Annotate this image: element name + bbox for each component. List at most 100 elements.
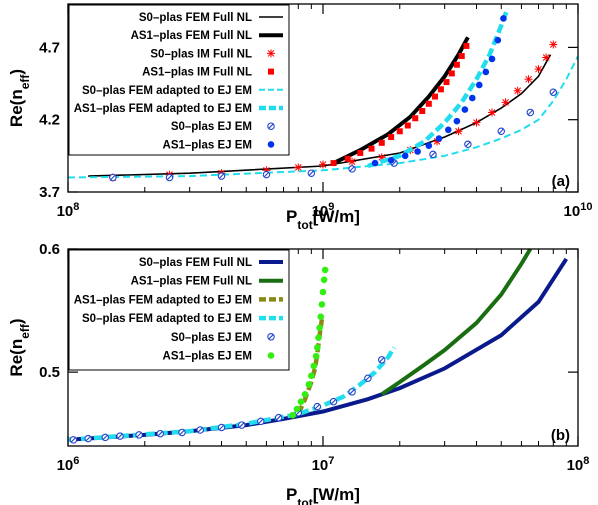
series-point <box>330 160 337 167</box>
series-point <box>319 288 327 296</box>
series-point <box>500 15 507 22</box>
series-point-hatch <box>71 437 76 443</box>
series-point <box>494 36 502 44</box>
series-point-hatch <box>430 152 436 157</box>
series-point-hatch <box>157 431 163 437</box>
series-point-hatch <box>365 375 371 381</box>
y-axis-title: Re(neff) <box>7 69 32 127</box>
series-point <box>448 70 455 77</box>
y-tick-label: 4.2 <box>39 112 60 129</box>
series-point <box>294 163 303 172</box>
series-point <box>320 276 328 284</box>
series-point <box>404 122 411 129</box>
series-point-hatch <box>179 430 185 435</box>
series-point <box>308 372 315 380</box>
panel-a: 108 109 1010 3.7 4.2 4.7 S0–plas FEM Full NL AS… <box>7 3 593 232</box>
series-line <box>380 249 533 396</box>
series-point-hatch <box>197 427 203 433</box>
series-point <box>453 117 461 125</box>
legend-label: S0–plas EJ EM <box>171 332 252 344</box>
series-point <box>321 266 329 274</box>
legend-label: S0–plas FEM Full NL <box>139 257 252 269</box>
legend-swatch-hatch <box>268 334 274 340</box>
series-point <box>468 94 476 102</box>
series-point-hatch <box>85 436 91 442</box>
series-point-hatch <box>295 410 301 416</box>
series-point <box>387 156 395 164</box>
series-point <box>458 53 465 60</box>
legend-swatch <box>267 352 275 359</box>
legend-label: S0–plas FEM Full NL <box>139 12 252 24</box>
plot-area <box>68 7 578 182</box>
series-point-hatch <box>219 173 224 179</box>
legend-box <box>68 4 290 156</box>
legend-swatch <box>267 49 275 58</box>
series-point-hatch <box>379 357 385 363</box>
series-point <box>463 42 470 49</box>
series-point <box>461 106 469 113</box>
legend-label: AS1–plas EJ EM <box>163 139 252 151</box>
series-point <box>378 139 385 146</box>
series-point <box>316 324 323 332</box>
series-line <box>332 36 470 165</box>
panel-b: 106 107 108 0.5 0.6 S0–plas FEM Full NL AS1–pl… <box>7 241 589 505</box>
x-axis-title: Ptot[W/m] <box>286 207 360 232</box>
series-point <box>368 145 375 152</box>
legend-swatch <box>267 141 275 148</box>
series-point <box>454 127 463 136</box>
series-point-hatch <box>167 175 172 180</box>
legend-label: AS1–plas FEM Full NL <box>131 276 252 288</box>
series-line <box>367 7 510 169</box>
series-point <box>488 55 496 63</box>
series-point-hatch <box>219 425 224 430</box>
series-point <box>310 362 318 370</box>
series-point-hatch <box>550 89 556 95</box>
series-point <box>524 75 533 84</box>
legend-label: AS1–plas EJ EM <box>163 351 252 363</box>
series-point-hatch <box>102 434 108 440</box>
series-point <box>472 118 481 127</box>
series-point <box>513 86 522 95</box>
legend-label: S0–plas EJ EM <box>171 121 252 133</box>
series-point <box>542 53 551 62</box>
x-axis-title: Ptot[W/m] <box>286 485 360 505</box>
legend-label: AS1–plas FEM Full NL <box>131 30 252 42</box>
series-point <box>482 68 490 76</box>
series-point <box>293 405 301 413</box>
series-point <box>388 134 395 141</box>
plot-area <box>68 249 568 444</box>
legend-label: AS1–plas FEM adapted to EJ EM <box>74 103 252 115</box>
series-point <box>314 344 321 351</box>
series-point-hatch <box>136 432 142 438</box>
y-tick-label: 4.7 <box>39 39 60 56</box>
series-point <box>318 301 326 308</box>
series-point <box>432 93 439 100</box>
x-tick-label: 108 <box>57 201 80 220</box>
x-tick-label: 1010 <box>564 201 593 220</box>
series-point-hatch <box>349 389 355 395</box>
legend-label: S0–plas FEM adapted to EJ EM <box>82 85 252 97</box>
series-line <box>68 55 578 179</box>
series-point-hatch <box>331 399 336 405</box>
series-point <box>317 313 325 321</box>
series-point <box>297 398 305 405</box>
series-point-hatch <box>349 166 355 172</box>
series-point-hatch <box>465 141 471 147</box>
series-point-hatch <box>498 128 504 134</box>
y-axis-title: Re(neff) <box>7 318 32 376</box>
plot-frame <box>67 248 579 447</box>
series-point <box>488 108 497 117</box>
y-tick-label: 3.7 <box>39 184 60 201</box>
series-point-hatch <box>110 175 116 180</box>
series-point-hatch <box>308 170 314 176</box>
series-point-hatch <box>117 433 123 439</box>
legend-label: AS1–plas IM Full NL <box>142 67 252 79</box>
panel-label: (b) <box>551 427 570 444</box>
series-point-hatch <box>276 415 282 421</box>
series-point <box>425 100 432 107</box>
series-point <box>501 98 510 107</box>
x-tick-label: 106 <box>57 455 80 474</box>
series-point <box>319 160 327 169</box>
series-point <box>534 65 543 74</box>
